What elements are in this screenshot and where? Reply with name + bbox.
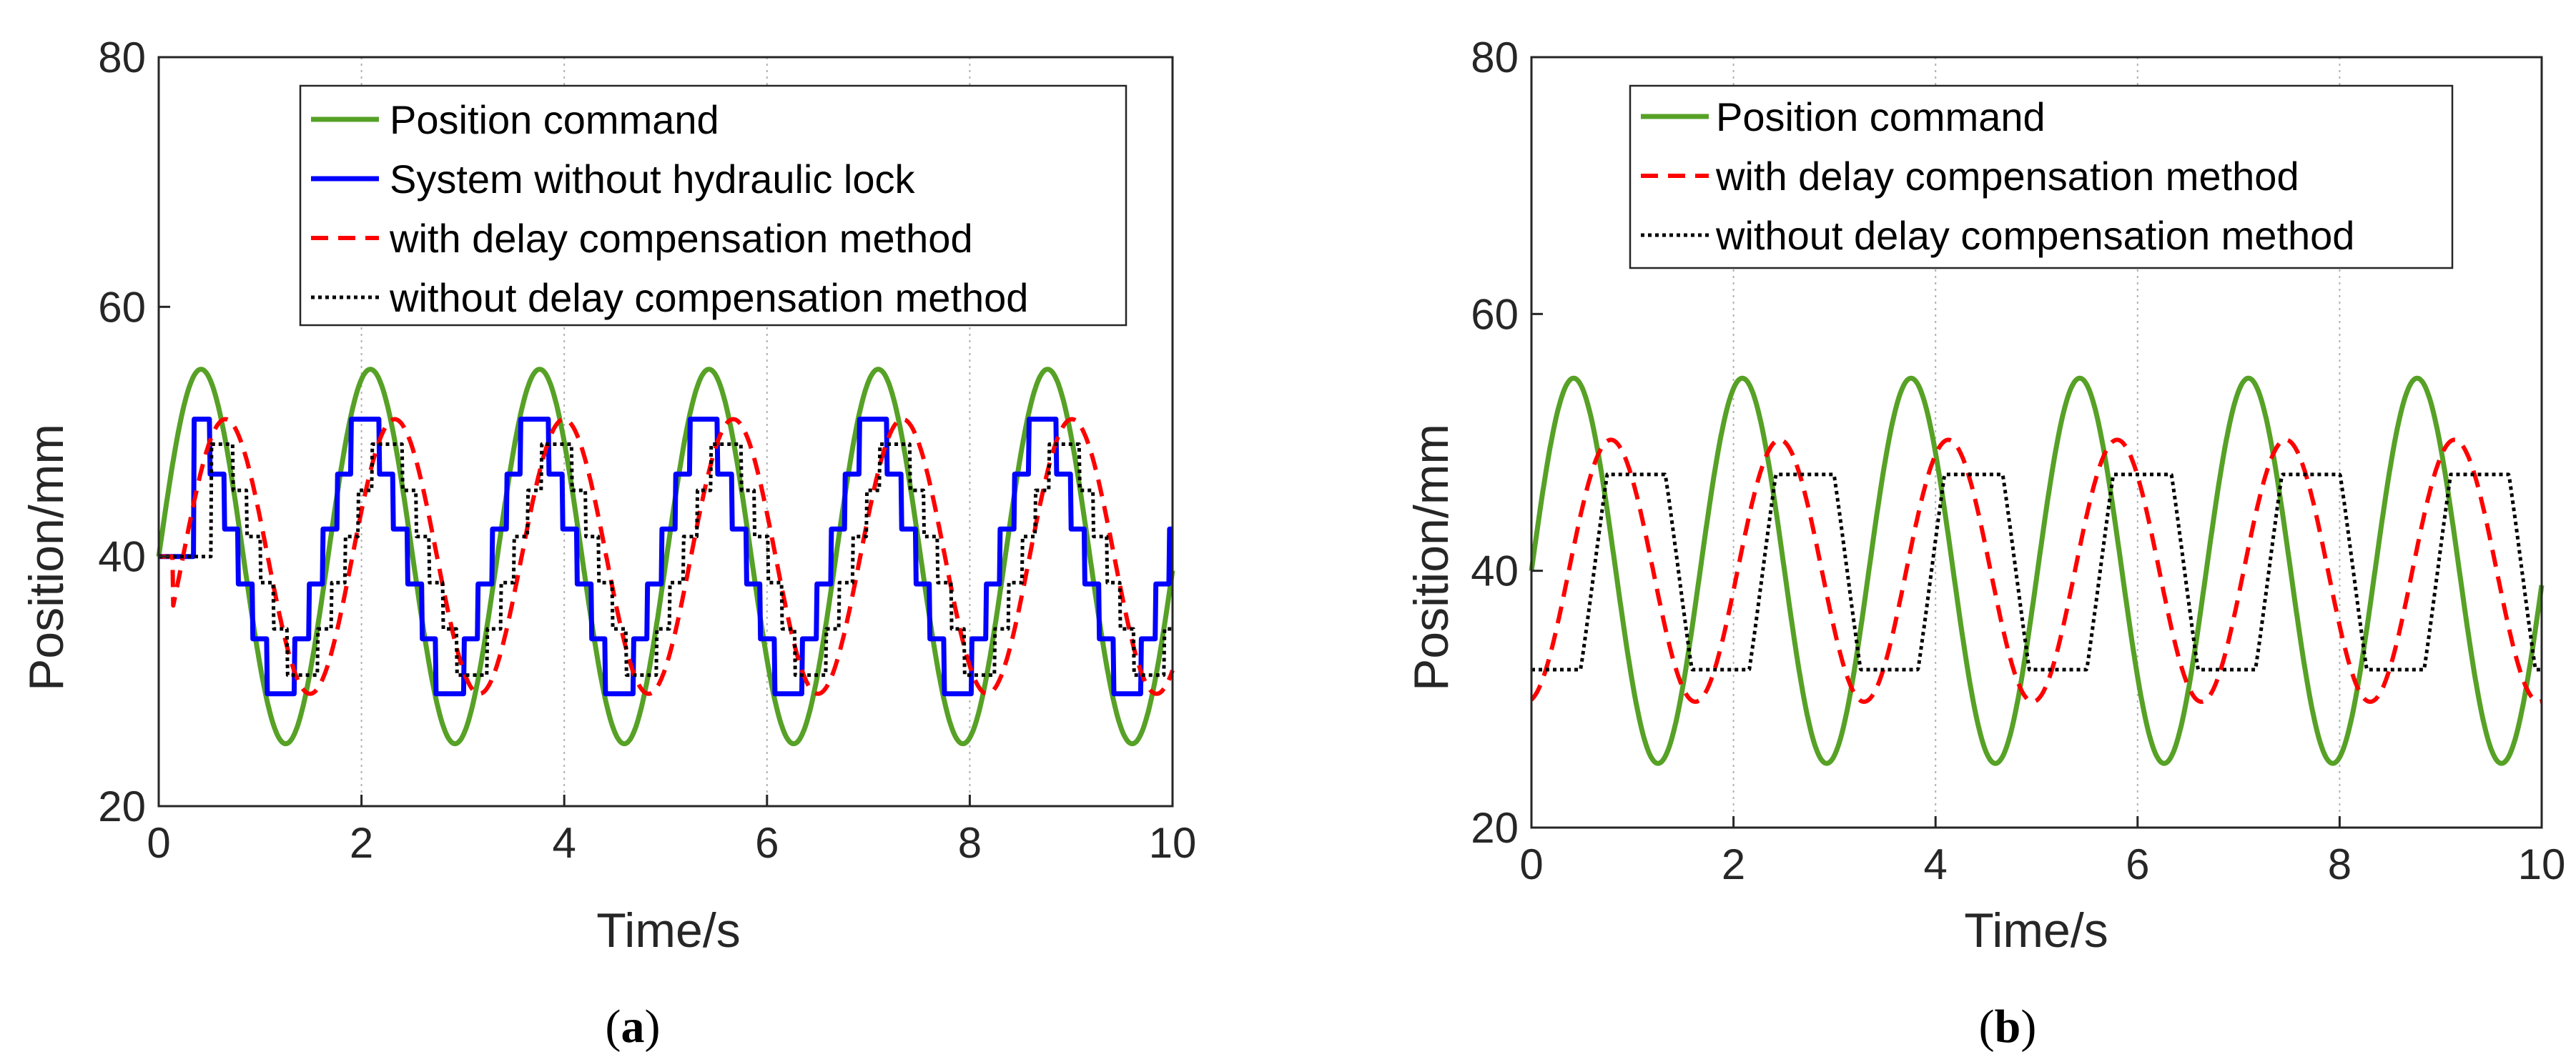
legend-entry-with-compensation: with delay compensation method: [311, 216, 973, 261]
y-tick-label-40: 40: [1471, 547, 1519, 595]
axis-ticks: 0 2 4 6 8 10 20 40 60 80: [1471, 34, 2565, 888]
legend-label-without-compensation: without delay compensation method: [1715, 213, 2354, 258]
series-line-with-delay-compensation-method: [157, 417, 1175, 696]
legend-entry-without-compensation: without delay compensation method: [1641, 213, 2354, 258]
panel-caption-b: (b): [1979, 1001, 2037, 1053]
series-layer: [156, 367, 1175, 747]
y-tick-label-80: 80: [98, 34, 146, 81]
legend-entry-position-command: Position command: [1641, 94, 2045, 139]
x-tick-label-10: 10: [1149, 819, 1197, 867]
legend-box: [1629, 84, 2454, 269]
legend-label-with-compensation: with delay compensation method: [1715, 154, 2299, 199]
x-tick-label-8: 8: [958, 819, 982, 867]
legend-label-no-hydraulic-lock: System without hydraulic lock: [390, 157, 916, 202]
legend: Position command System without hydrauli…: [299, 84, 1127, 327]
legend-label-position-command: Position command: [390, 97, 719, 142]
x-axis-label: Time/s: [1964, 903, 2108, 958]
caption-letter: a: [621, 1001, 645, 1053]
y-tick-label-20: 20: [98, 783, 146, 830]
series-line-with-delay-compensation-method: [1529, 437, 2543, 704]
x-tick-label-6: 6: [2126, 840, 2149, 888]
series-line-position-command: [1529, 375, 2545, 766]
legend-label-with-compensation: with delay compensation method: [389, 216, 973, 261]
caption-open: (: [1979, 1001, 1995, 1053]
x-tick-label-0: 0: [147, 819, 170, 867]
y-tick-label-40: 40: [98, 533, 146, 581]
legend-entry-no-hydraulic-lock: System without hydraulic lock: [311, 157, 916, 202]
chart-panel-b: 0 2 4 6 8 10 20 40 60 80 Time/s Position/mm Posit…: [1404, 34, 2565, 1053]
plot-frame: [1530, 56, 2543, 829]
caption-close: ): [645, 1001, 661, 1053]
y-tick-label-20: 20: [1471, 804, 1519, 852]
x-tick-label-4: 4: [1924, 840, 1948, 888]
x-tick-label-2: 2: [1722, 840, 1745, 888]
y-axis-label: Position/mm: [19, 424, 74, 691]
legend-label-without-compensation: without delay compensation method: [389, 275, 1028, 320]
legend-box: [299, 84, 1127, 327]
legend-entry-with-compensation: with delay compensation method: [1641, 154, 2299, 199]
legend-entry-position-command: Position command: [311, 97, 719, 142]
series-line-position-command: [156, 367, 1175, 747]
x-tick-label-6: 6: [755, 819, 779, 867]
series-line-without-delay-compensation-method: [157, 442, 1174, 678]
y-tick-label-60: 60: [98, 283, 146, 331]
caption-close: ): [2020, 1001, 2036, 1053]
x-tick-label-10: 10: [2518, 840, 2566, 888]
legend: Position command with delay compensation…: [1629, 84, 2454, 269]
series-layer: [1529, 375, 2545, 766]
x-axis-label: Time/s: [596, 903, 740, 958]
x-tick-label-8: 8: [2328, 840, 2352, 888]
legend-label-position-command: Position command: [1716, 94, 2045, 139]
x-tick-label-2: 2: [350, 819, 373, 867]
caption-open: (: [606, 1001, 621, 1053]
series-line-system-without-hydraulic-lock: [157, 417, 1175, 697]
x-tick-label-0: 0: [1519, 840, 1543, 888]
series-line-without-delay-compensation-method: [1530, 472, 2543, 672]
chart-panel-a: 0 2 4 6 8 10 20 40 60 80 Time/s Position/mm Posit…: [19, 34, 1196, 1053]
y-tick-label-80: 80: [1471, 34, 1519, 81]
y-axis-label: Position/mm: [1404, 424, 1459, 691]
legend-entry-without-compensation: without delay compensation method: [311, 275, 1028, 320]
y-tick-label-60: 60: [1471, 290, 1519, 338]
x-tick-label-4: 4: [553, 819, 576, 867]
plot-frame: [157, 56, 1174, 808]
panel-caption-a: (a): [606, 1001, 661, 1053]
axis-ticks: 0 2 4 6 8 10 20 40 60 80: [98, 34, 1196, 867]
caption-letter: b: [1995, 1001, 2021, 1053]
